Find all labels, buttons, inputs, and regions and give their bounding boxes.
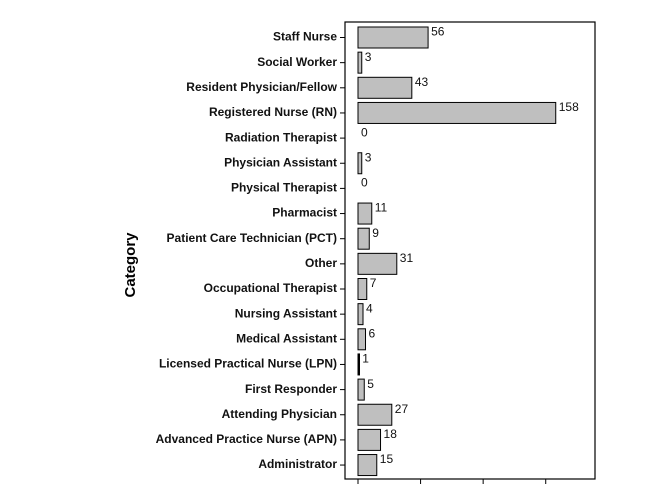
value-label: 3 xyxy=(365,150,372,164)
bar xyxy=(357,403,393,426)
value-label: 31 xyxy=(400,251,414,265)
value-label: 56 xyxy=(431,25,445,39)
x-axis-ticks xyxy=(357,479,547,484)
bar xyxy=(357,76,413,99)
category-label: Patient Care Technician (PCT) xyxy=(167,231,337,245)
category-label: Advanced Practice Nurse (APN) xyxy=(156,432,337,446)
value-label: 43 xyxy=(415,75,429,89)
category-label: Physical Therapist xyxy=(231,181,337,195)
category-label: Licensed Practical Nurse (LPN) xyxy=(159,357,337,371)
bar xyxy=(357,328,367,351)
category-label: Administrator xyxy=(258,457,337,471)
value-label: 0 xyxy=(361,176,368,190)
value-label: 1 xyxy=(362,352,369,366)
value-label: 9 xyxy=(372,226,379,240)
bar xyxy=(357,202,373,225)
category-label: Attending Physician xyxy=(222,407,337,421)
category-label: Social Worker xyxy=(257,55,337,69)
bar xyxy=(357,227,370,250)
category-labels: Staff Nurse Social Worker Resident Physici… xyxy=(156,30,345,471)
bar xyxy=(357,152,363,175)
value-label: 7 xyxy=(370,276,377,290)
bar xyxy=(357,353,360,376)
category-label: Other xyxy=(305,256,337,270)
category-label: Pharmacist xyxy=(272,206,337,220)
bar xyxy=(357,26,429,49)
category-label: Radiation Therapist xyxy=(225,130,337,144)
bar xyxy=(357,101,557,124)
category-label: Nursing Assistant xyxy=(235,306,337,320)
category-label: Staff Nurse xyxy=(273,30,337,44)
value-label: 6 xyxy=(369,326,376,340)
value-label: 11 xyxy=(375,201,388,215)
category-label: Registered Nurse (RN) xyxy=(209,105,337,119)
category-label: Physician Assistant xyxy=(224,155,337,169)
bar xyxy=(357,252,398,275)
value-label: 18 xyxy=(384,427,398,441)
bar xyxy=(357,428,382,451)
value-label: 3 xyxy=(365,50,372,64)
value-label: 4 xyxy=(366,301,373,315)
bar xyxy=(357,454,378,477)
category-label: Occupational Therapist xyxy=(204,281,337,295)
category-label: Resident Physician/Fellow xyxy=(186,80,337,94)
bar xyxy=(357,51,363,74)
category-label: Medical Assistant xyxy=(236,331,337,345)
bar xyxy=(357,303,364,326)
value-label: 15 xyxy=(380,452,394,466)
y-axis-title: Category xyxy=(122,232,139,298)
bar xyxy=(357,378,365,401)
bars-group xyxy=(357,26,557,477)
bar xyxy=(357,278,368,300)
plot-frame xyxy=(344,21,596,480)
value-label: 158 xyxy=(559,100,579,114)
value-label: 0 xyxy=(361,125,368,139)
value-label: 5 xyxy=(367,377,374,391)
category-label: First Responder xyxy=(245,382,337,396)
value-label: 27 xyxy=(395,402,409,416)
